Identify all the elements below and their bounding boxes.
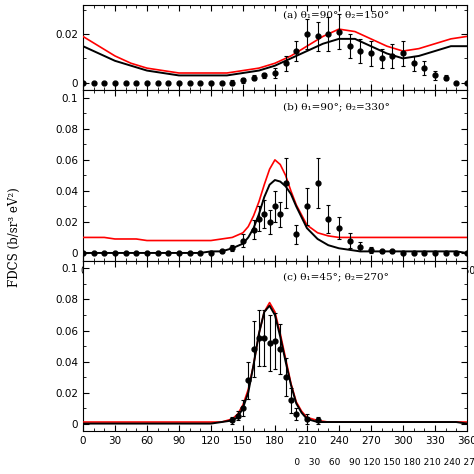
Text: FDCS (b/sr³ eV²): FDCS (b/sr³ eV²) — [8, 187, 21, 287]
Text: (b) θ₁=90°; θ₂=330°: (b) θ₁=90°; θ₂=330° — [283, 102, 390, 111]
Text: 0   30   60   90 120 150 180 210 240 270 300 330 360: 0 30 60 90 120 150 180 210 240 270 300 3… — [280, 458, 474, 466]
Text: (c) θ₁=45°; θ₂=270°: (c) θ₁=45°; θ₂=270° — [283, 273, 389, 282]
Text: (a) θ₁=90°; θ₂=150°: (a) θ₁=90°; θ₂=150° — [283, 11, 389, 20]
